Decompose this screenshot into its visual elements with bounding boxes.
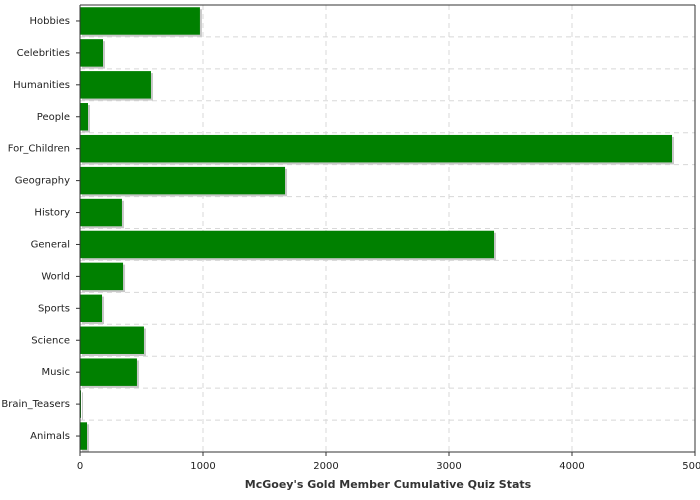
bar bbox=[80, 422, 88, 450]
y-tick-label: Geography bbox=[15, 176, 70, 187]
y-tick-label: Celebrities bbox=[17, 48, 70, 59]
bar bbox=[80, 7, 200, 35]
x-tick-label: 0 bbox=[77, 461, 83, 472]
bar bbox=[80, 103, 88, 131]
x-tick-label: 4000 bbox=[559, 461, 584, 472]
chart-title: McGoey's Gold Member Cumulative Quiz Sta… bbox=[245, 478, 532, 491]
bar bbox=[80, 294, 103, 323]
y-tick-label: For_Children bbox=[8, 144, 70, 155]
bar bbox=[80, 198, 122, 227]
bar bbox=[80, 166, 286, 195]
bar bbox=[80, 134, 672, 163]
x-tick-label: 1000 bbox=[190, 461, 215, 472]
y-tick-label: World bbox=[41, 271, 70, 282]
y-tick-label: Hobbies bbox=[30, 16, 70, 27]
y-tick-label: History bbox=[34, 208, 70, 219]
x-tick-label: 3000 bbox=[436, 461, 461, 472]
y-tick-label: Sports bbox=[38, 303, 70, 314]
bar bbox=[80, 230, 495, 259]
y-tick-label: Science bbox=[31, 335, 70, 346]
bar bbox=[80, 71, 151, 99]
x-tick-label: 5000 bbox=[682, 461, 700, 472]
bar bbox=[80, 326, 144, 354]
bar bbox=[80, 262, 124, 291]
y-tick-label: Music bbox=[42, 367, 70, 378]
bar bbox=[80, 358, 137, 386]
bar-shadow bbox=[82, 392, 83, 420]
y-tick-label: General bbox=[31, 239, 70, 250]
y-tick-label: Brain_Teasers bbox=[1, 399, 70, 410]
y-tick-label: People bbox=[37, 112, 70, 123]
bar bbox=[80, 39, 104, 67]
y-tick-label: Animals bbox=[30, 431, 70, 442]
y-tick-label: Humanities bbox=[13, 80, 70, 91]
x-tick-label: 2000 bbox=[313, 461, 338, 472]
